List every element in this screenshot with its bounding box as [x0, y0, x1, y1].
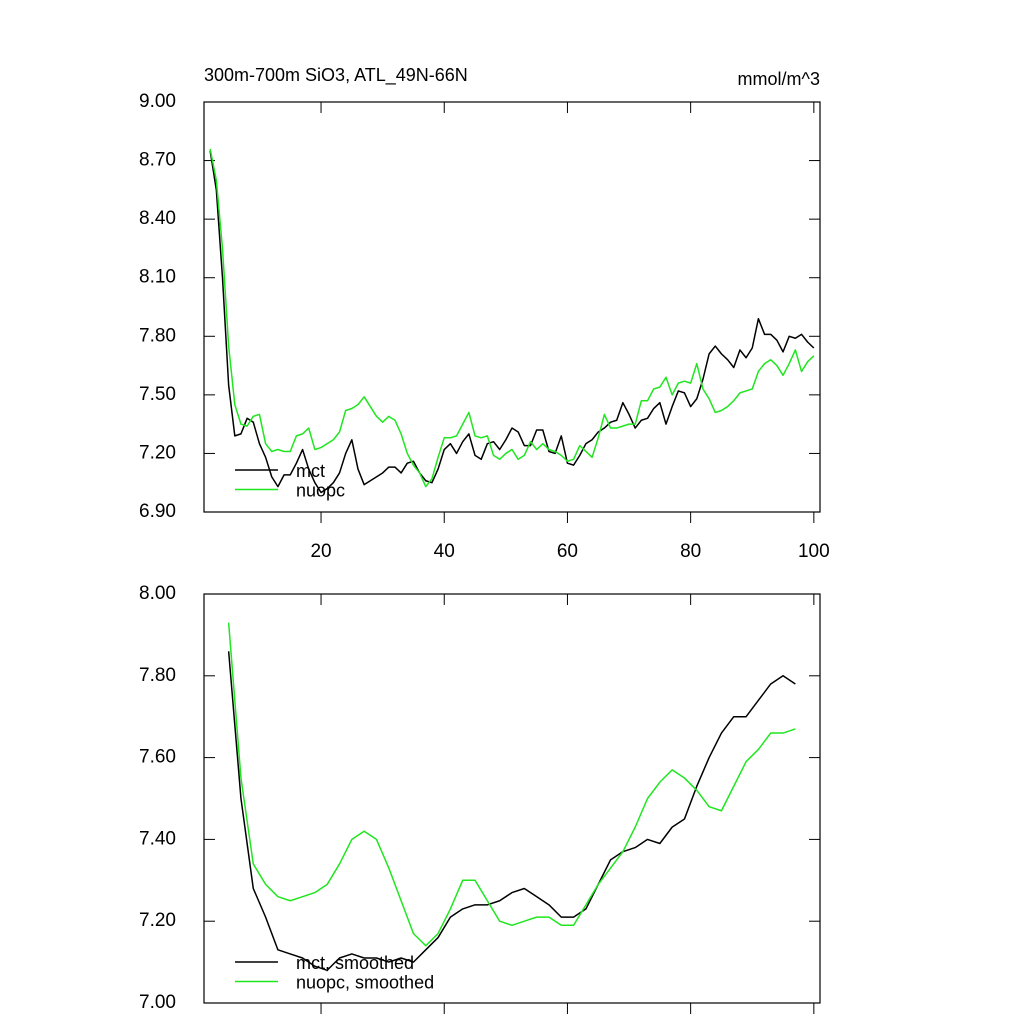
y-tick-label: 8.40 — [139, 208, 176, 229]
y-tick-label: 7.80 — [139, 665, 176, 686]
y-tick-label: 7.80 — [139, 325, 176, 346]
x-tick-label: 100 — [798, 541, 830, 562]
data-line — [209, 150, 815, 494]
units-label: mmol/m^3 — [738, 69, 820, 89]
x-tick-label: 80 — [680, 541, 701, 562]
y-tick-label: 9.00 — [139, 91, 176, 112]
plot-frame — [203, 101, 821, 513]
legend-label: mct, smoothed — [296, 953, 414, 973]
y-tick-label: 7.00 — [139, 992, 176, 1013]
legend-label: nuopc — [296, 480, 345, 500]
x-tick-label: 60 — [557, 541, 578, 562]
legend-label: nuopc, smoothed — [296, 972, 434, 992]
y-tick-label: 7.40 — [139, 828, 176, 849]
y-tick-label: 7.20 — [139, 442, 176, 463]
x-tick-label: 40 — [434, 541, 455, 562]
plot-frame — [203, 593, 821, 1004]
y-tick-label: 7.20 — [139, 910, 176, 931]
y-tick-label: 6.90 — [139, 501, 176, 522]
data-line — [227, 622, 796, 947]
chart-title: 300m-700m SiO3, ATL_49N-66N — [204, 65, 468, 86]
legend-label: mct — [296, 461, 325, 481]
x-tick-label: 20 — [310, 541, 331, 562]
y-tick-label: 7.50 — [139, 384, 176, 405]
y-tick-label: 7.60 — [139, 747, 176, 768]
data-line — [209, 148, 815, 488]
data-line — [227, 651, 796, 972]
y-tick-label: 8.10 — [139, 267, 176, 288]
y-tick-label: 8.70 — [139, 150, 176, 171]
y-tick-label: 8.00 — [139, 583, 176, 604]
